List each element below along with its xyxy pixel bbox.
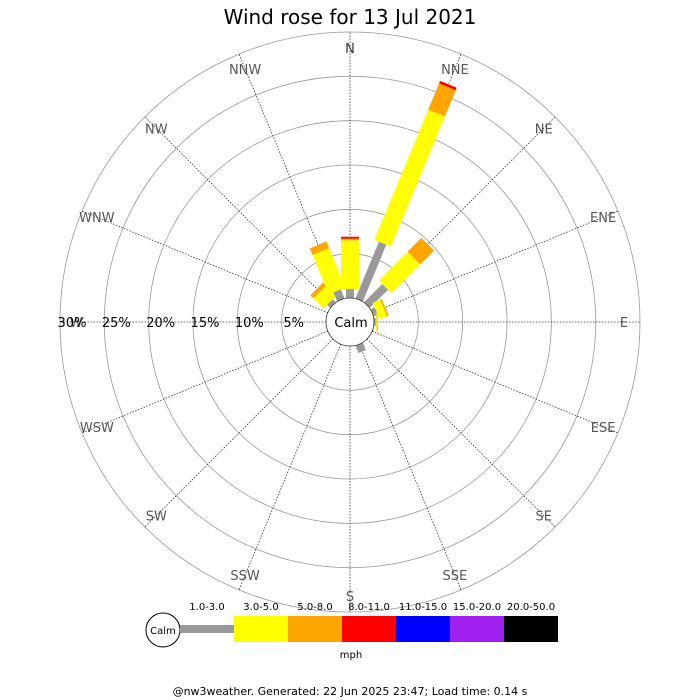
legend: Calm mph 1.0-3.0 3.0-5.0 5.0-8.0 8.0-11.0 11… bbox=[145, 602, 558, 661]
direction-label-s: S bbox=[346, 590, 354, 605]
spoke-sw bbox=[144, 338, 334, 528]
legend-swatch-6 bbox=[450, 616, 504, 642]
footer-text: @nw3weather. Generated: 22 Jun 2025 23:4… bbox=[173, 685, 528, 698]
bar-ene-bin-3 bbox=[380, 299, 389, 317]
ring-30 bbox=[59, 31, 641, 613]
legend-unit: mph bbox=[340, 650, 362, 661]
spoke-wsw bbox=[81, 330, 328, 434]
ring-label-30: 30% bbox=[58, 316, 87, 331]
bar-nnw-bin-1 bbox=[333, 289, 345, 302]
direction-label-ssw: SSW bbox=[230, 569, 260, 584]
legend-swatch-7 bbox=[504, 616, 558, 642]
bar-nne-bin-1 bbox=[355, 241, 387, 302]
bar-nw-bin-3 bbox=[310, 282, 327, 299]
direction-labels: N NNE NE ENE E ESE SE SSE S SSW SW WSW W WNW NW NNW bbox=[70, 42, 629, 605]
bar-nne-bin-4 bbox=[439, 80, 457, 91]
bar-nne-bin-2 bbox=[374, 109, 445, 247]
bar-n-bin-4 bbox=[341, 236, 359, 239]
bar-ne-bin-3 bbox=[407, 237, 435, 265]
ring-label-15: 15% bbox=[191, 316, 220, 331]
ring-10 bbox=[236, 208, 464, 436]
spoke-nw bbox=[144, 116, 334, 306]
bar-nnw-bin-2 bbox=[312, 248, 346, 295]
bar-ne-bin-1 bbox=[364, 284, 388, 308]
legend-swatch-2 bbox=[234, 616, 288, 642]
bar-e-bin-2 bbox=[375, 313, 377, 331]
spoke-ne bbox=[366, 116, 556, 306]
calm-center: Calm bbox=[325, 297, 375, 347]
direction-label-n: N bbox=[345, 42, 355, 57]
legend-calm-label: Calm bbox=[150, 626, 176, 637]
spoke-se bbox=[366, 338, 556, 528]
bar-ne-bin-2 bbox=[378, 251, 421, 294]
direction-label-wsw: WSW bbox=[80, 421, 114, 436]
bar-e-bin-3 bbox=[376, 313, 378, 331]
direction-label-nnw: NNW bbox=[229, 63, 261, 78]
direction-label-sw: SW bbox=[146, 510, 167, 525]
legend-label-2: 3.0-5.0 bbox=[243, 602, 278, 613]
direction-label-se: SE bbox=[535, 510, 551, 525]
direction-label-ene: ENE bbox=[590, 211, 616, 226]
legend-label-3: 5.0-8.0 bbox=[297, 602, 332, 613]
bar-sse-bin-1 bbox=[355, 342, 366, 354]
bar-nw-bin-1 bbox=[327, 299, 336, 308]
ring-label-25: 25% bbox=[102, 316, 131, 331]
bar-nne-bin-3 bbox=[428, 83, 456, 117]
legend-label-4: 8.0-11.0 bbox=[348, 602, 390, 613]
bar-e-bin-1 bbox=[374, 318, 376, 326]
legend-swatch-3 bbox=[288, 616, 342, 642]
direction-label-w: W bbox=[70, 316, 83, 331]
direction-label-nw: NW bbox=[145, 122, 168, 137]
legend-swatch-4 bbox=[342, 616, 396, 642]
bar-ene-bin-2 bbox=[372, 299, 388, 320]
spoke-sse bbox=[358, 344, 462, 591]
direction-label-wnw: WNW bbox=[79, 211, 115, 226]
calm-label: Calm bbox=[334, 316, 367, 331]
legend-swatch-1 bbox=[180, 625, 234, 633]
wind-bars bbox=[309, 80, 457, 354]
ring-label-10: 10% bbox=[235, 316, 264, 331]
spoke-ese bbox=[372, 330, 619, 434]
direction-label-ne: NE bbox=[535, 122, 553, 137]
spoke-nnw bbox=[238, 53, 342, 300]
chart-title: Wind rose for 13 Jul 2021 bbox=[224, 5, 477, 29]
legend-label-1: 1.0-3.0 bbox=[189, 602, 224, 613]
legend-label-6: 15.0-20.0 bbox=[453, 602, 501, 613]
direction-label-e: E bbox=[620, 316, 628, 331]
bar-n-bin-3 bbox=[341, 238, 359, 241]
legend-label-5: 11.0-15.0 bbox=[399, 602, 447, 613]
direction-label-sse: SSE bbox=[443, 569, 468, 584]
spoke-ssw bbox=[238, 344, 342, 591]
direction-label-nne: NNE bbox=[441, 63, 469, 78]
spoke-ene bbox=[372, 210, 619, 314]
spoke-wnw bbox=[81, 210, 328, 314]
bar-n-bin-2 bbox=[341, 240, 359, 290]
ring-25 bbox=[103, 75, 597, 569]
direction-label-ese: ESE bbox=[591, 421, 616, 436]
ring-label-20: 20% bbox=[146, 316, 175, 331]
bar-nnw-bin-3 bbox=[309, 241, 330, 255]
legend-swatch-5 bbox=[396, 616, 450, 642]
bar-n-bin-1 bbox=[346, 289, 354, 298]
ring-labels: 5% 10% 15% 20% 25% 30% bbox=[58, 316, 304, 331]
legend-label-7: 20.0-50.0 bbox=[507, 602, 555, 613]
ring-label-5: 5% bbox=[283, 316, 304, 331]
